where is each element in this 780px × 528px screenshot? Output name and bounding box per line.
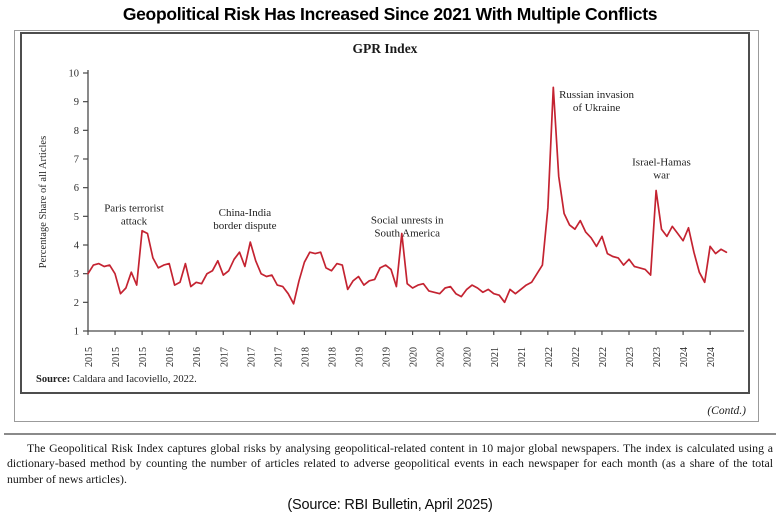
x-tick-label: 2017 bbox=[273, 347, 284, 367]
x-tick-label: 2019 bbox=[382, 347, 393, 367]
y-axis-title: Percentage Share of all Articles bbox=[38, 136, 49, 268]
x-tick-label: 2017 bbox=[219, 347, 230, 367]
x-tick-label: 2018 bbox=[300, 347, 311, 367]
gpr-chart-panel: GPR Index 1 2 3 4 5 6 7 8 9 10 Percentage Share of… bbox=[20, 32, 750, 394]
y-tick-label: 10 bbox=[69, 69, 80, 80]
figure-description: The Geopolitical Risk Index captures glo… bbox=[7, 441, 773, 486]
horizontal-divider bbox=[4, 433, 776, 435]
gpr-series-line bbox=[87, 86, 728, 305]
x-tick-label: 2023 bbox=[625, 347, 636, 367]
y-tick-label: 3 bbox=[74, 269, 79, 280]
x-tick-label: 2022 bbox=[598, 347, 609, 367]
event-annotation: China-India border dispute bbox=[213, 207, 276, 232]
y-tick-label: 4 bbox=[74, 241, 80, 252]
y-tick-label: 8 bbox=[74, 126, 79, 137]
x-tick-label: 2022 bbox=[571, 347, 582, 367]
continued-marker: (Contd.) bbox=[707, 405, 746, 417]
event-annotation: Paris terrorist attack bbox=[104, 202, 164, 227]
chart-source-note: Source: Caldara and Iacoviello, 2022. bbox=[36, 374, 197, 385]
y-tick-label: 1 bbox=[74, 327, 79, 338]
event-annotation: Social unrests in South America bbox=[371, 215, 444, 240]
x-tick-label: 2019 bbox=[355, 347, 366, 367]
chart-title: GPR Index bbox=[352, 41, 418, 56]
x-tick-label: 2017 bbox=[246, 347, 257, 367]
chart-source-note-label: Source: bbox=[36, 374, 71, 385]
x-tick-label: 2016 bbox=[192, 347, 203, 367]
x-tick-label: 2024 bbox=[706, 347, 717, 367]
x-tick-label: 2024 bbox=[679, 347, 690, 367]
x-tick-label: 2021 bbox=[517, 347, 528, 367]
y-tick-label: 5 bbox=[74, 212, 79, 223]
event-annotation: Israel-Hamas war bbox=[632, 157, 691, 182]
x-tick-label: 2015 bbox=[84, 347, 95, 367]
x-tick-label: 2020 bbox=[436, 347, 447, 367]
axes bbox=[87, 70, 744, 332]
x-tick-label: 2021 bbox=[490, 347, 501, 367]
y-tick-label: 2 bbox=[74, 298, 79, 309]
chart-source-note-text: Caldara and Iacoviello, 2022. bbox=[70, 374, 197, 385]
y-tick-label: 7 bbox=[74, 155, 79, 166]
page-title: Geopolitical Risk Has Increased Since 20… bbox=[122, 4, 658, 24]
x-tick-label: 2016 bbox=[165, 347, 176, 367]
y-tick-label: 9 bbox=[74, 97, 79, 108]
x-tick-label: 2023 bbox=[652, 347, 663, 367]
event-annotation: Russian invasion of Ukraine bbox=[559, 89, 634, 114]
x-tick-label: 2015 bbox=[138, 347, 149, 367]
x-tick-label: 2018 bbox=[327, 347, 338, 367]
x-tick-label: 2020 bbox=[409, 347, 420, 367]
gpr-line-chart: 1 2 3 4 5 6 7 8 9 10 Percentage Share of all Artic… bbox=[22, 34, 748, 392]
x-tick-label: 2015 bbox=[111, 347, 122, 367]
figure-outer-frame: GPR Index 1 2 3 4 5 6 7 8 9 10 Percentage Share of… bbox=[14, 30, 759, 422]
y-tick-label: 6 bbox=[74, 183, 79, 194]
gpr-chart-svg: 1 2 3 4 5 6 7 8 9 10 Percentage Share of all Artic… bbox=[38, 69, 744, 367]
x-tick-label: 2022 bbox=[544, 347, 555, 367]
x-tick-label: 2020 bbox=[463, 347, 474, 367]
source-caption: (Source: RBI Bulletin, April 2025) bbox=[287, 497, 493, 513]
